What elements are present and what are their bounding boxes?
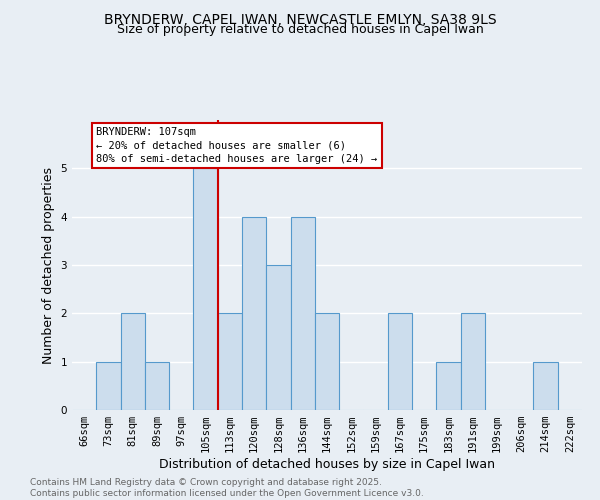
Bar	[461, 314, 485, 410]
Text: BRYNDERW: 107sqm
← 20% of detached houses are smaller (6)
80% of semi-detached h: BRYNDERW: 107sqm ← 20% of detached house…	[96, 128, 377, 164]
Bar	[193, 168, 218, 410]
Y-axis label: Number of detached properties: Number of detached properties	[42, 166, 55, 364]
Bar	[266, 265, 290, 410]
Bar	[290, 216, 315, 410]
Bar	[145, 362, 169, 410]
Bar	[96, 362, 121, 410]
Text: BRYNDERW, CAPEL IWAN, NEWCASTLE EMLYN, SA38 9LS: BRYNDERW, CAPEL IWAN, NEWCASTLE EMLYN, S…	[104, 12, 496, 26]
Text: Contains HM Land Registry data © Crown copyright and database right 2025.
Contai: Contains HM Land Registry data © Crown c…	[30, 478, 424, 498]
X-axis label: Distribution of detached houses by size in Capel Iwan: Distribution of detached houses by size …	[159, 458, 495, 471]
Text: Size of property relative to detached houses in Capel Iwan: Size of property relative to detached ho…	[116, 22, 484, 36]
Bar	[533, 362, 558, 410]
Bar	[436, 362, 461, 410]
Bar	[315, 314, 339, 410]
Bar	[121, 314, 145, 410]
Bar	[388, 314, 412, 410]
Bar	[218, 314, 242, 410]
Bar	[242, 216, 266, 410]
